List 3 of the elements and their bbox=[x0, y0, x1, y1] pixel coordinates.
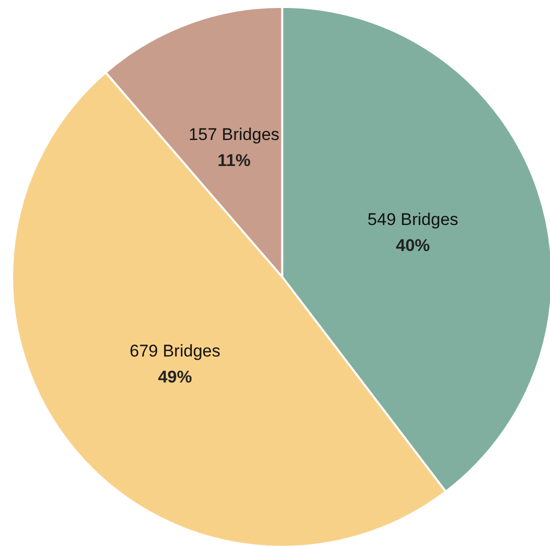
data-label: 549 Bridges 40% bbox=[368, 210, 458, 256]
data-label: 157 Bridges 11% bbox=[188, 124, 280, 170]
data-label: 679 Bridges 49% bbox=[130, 341, 220, 386]
